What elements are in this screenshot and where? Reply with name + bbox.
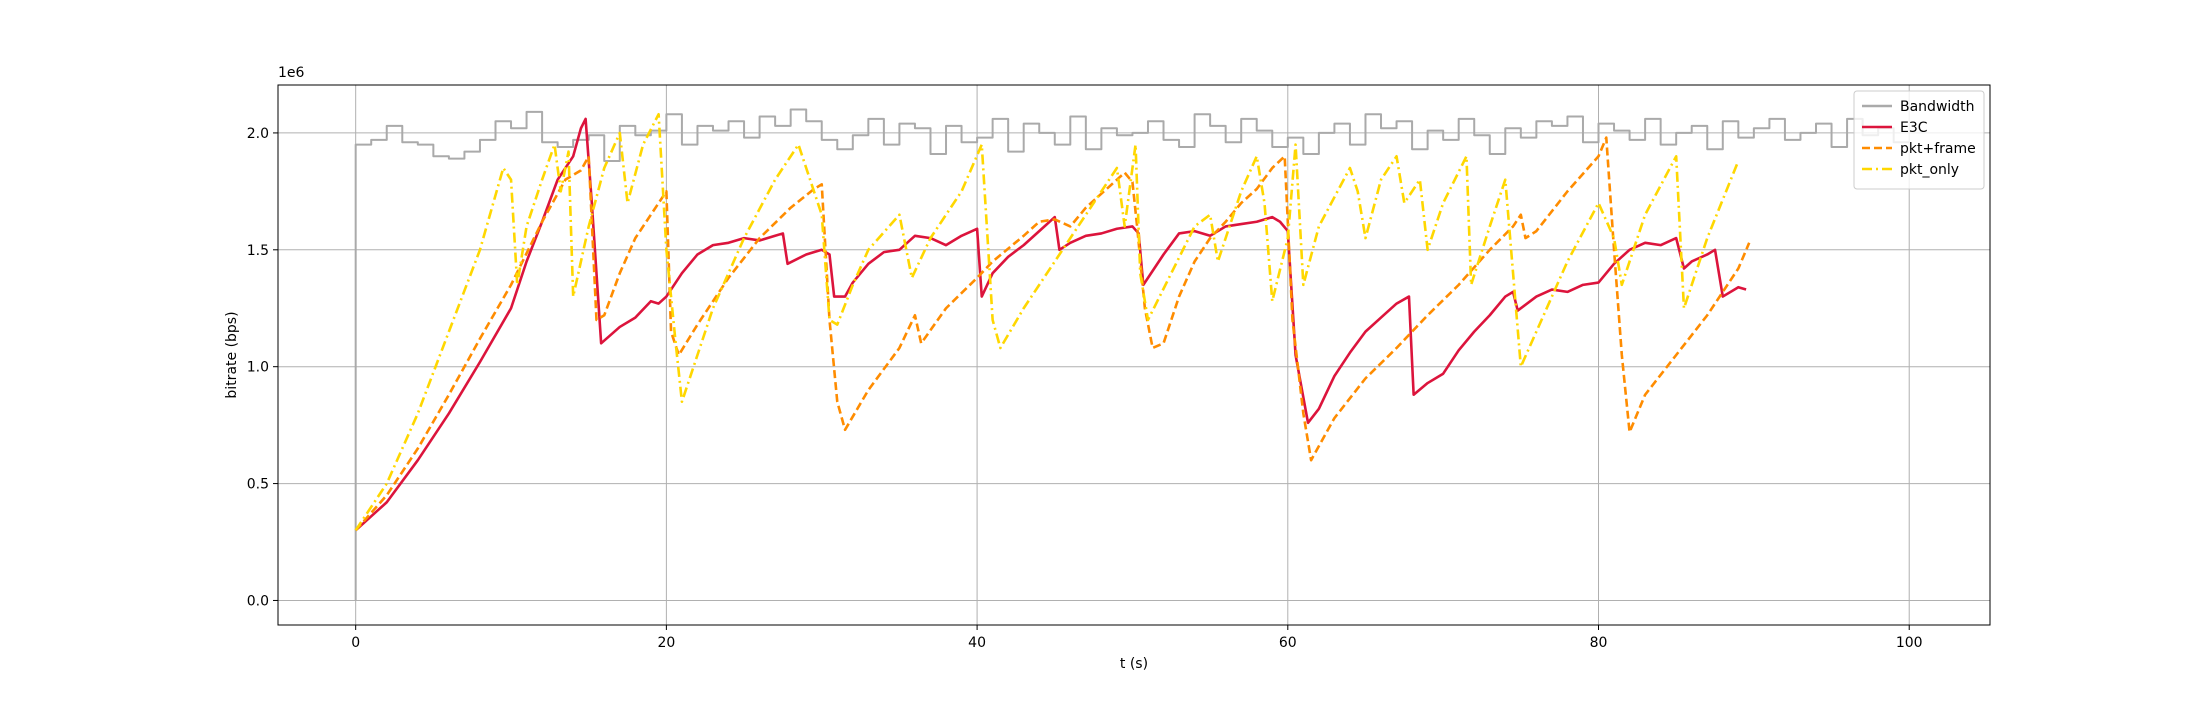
y-tick-label: 1.5 [247, 243, 269, 259]
legend-label: pkt+frame [1900, 141, 1976, 157]
y-tick-label: 0.5 [247, 477, 269, 493]
series-line [354, 112, 1740, 532]
legend-label: pkt_only [1900, 162, 1959, 178]
y-tick-label: 2.0 [247, 126, 269, 142]
x-axis-label: t (s) [1120, 656, 1148, 672]
axes-frame [277, 84, 1991, 626]
series-line [354, 108, 1910, 601]
series-line [354, 136, 1751, 532]
y-tick-label: 1.0 [247, 360, 269, 376]
plot-area [354, 108, 1910, 601]
series-line [354, 117, 1747, 532]
legend-label: Bandwidth [1900, 99, 1975, 115]
x-tick-label: 100 [1896, 635, 1923, 651]
y-offset-label: 1e6 [278, 65, 305, 81]
x-tick-label: 40 [968, 635, 986, 651]
y-axis-label: bitrate (bps) [224, 311, 240, 398]
x-tick-label: 0 [351, 635, 360, 651]
x-tick-label: 80 [1590, 635, 1608, 651]
x-tick-label: 20 [657, 635, 675, 651]
y-tick-label: 0.0 [247, 593, 269, 609]
legend-label: E3C [1900, 120, 1928, 136]
legend-box [1853, 90, 1985, 190]
x-tick-label: 60 [1279, 635, 1297, 651]
